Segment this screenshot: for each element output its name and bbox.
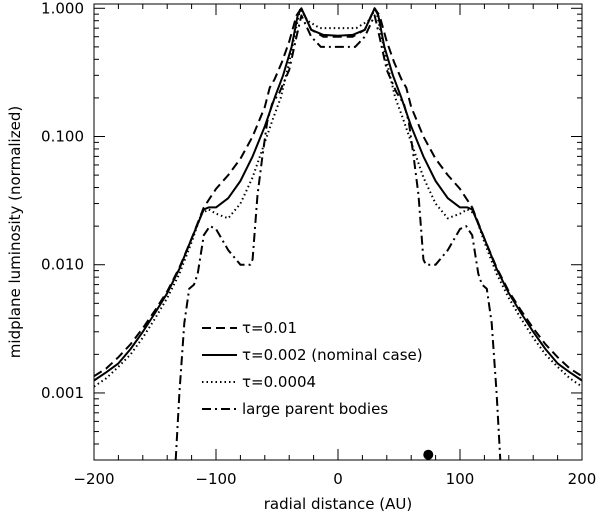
series-line-1 bbox=[93, 7, 583, 378]
series-group bbox=[93, 7, 583, 461]
marker-point bbox=[423, 449, 434, 460]
axis-ticks: −200 −100 0 100 200 0.001 0.010 0.100 1.000 bbox=[41, 0, 596, 488]
series-line-3 bbox=[93, 7, 583, 388]
x-tick-label: 200 bbox=[568, 470, 597, 488]
x-tick-label: 100 bbox=[446, 470, 475, 488]
x-tick-label: −100 bbox=[195, 470, 236, 488]
x-tick-label: 0 bbox=[333, 470, 343, 488]
y-tick-label: 0.001 bbox=[41, 384, 84, 402]
legend-label: τ=0.002 (nominal case) bbox=[242, 346, 423, 364]
legend-label: τ=0.0004 bbox=[242, 373, 316, 391]
y-tick-label: 0.010 bbox=[41, 256, 84, 274]
x-tick-label: −200 bbox=[73, 470, 114, 488]
legend: τ=0.01 τ=0.002 (nominal case) τ=0.0004 larg… bbox=[202, 319, 423, 418]
marker-group bbox=[423, 449, 434, 460]
y-tick-label: 1.000 bbox=[41, 0, 84, 17]
plot-frame bbox=[93, 3, 583, 461]
series-line-4 bbox=[174, 14, 502, 461]
series-line-2 bbox=[93, 7, 583, 382]
y-tick-label: 0.100 bbox=[41, 128, 84, 146]
x-axis-label: radial distance (AU) bbox=[264, 495, 412, 513]
legend-label: large parent bodies bbox=[242, 400, 388, 418]
y-axis-label: midplane luminosity (normalized) bbox=[6, 106, 24, 358]
legend-label: τ=0.01 bbox=[242, 319, 297, 337]
